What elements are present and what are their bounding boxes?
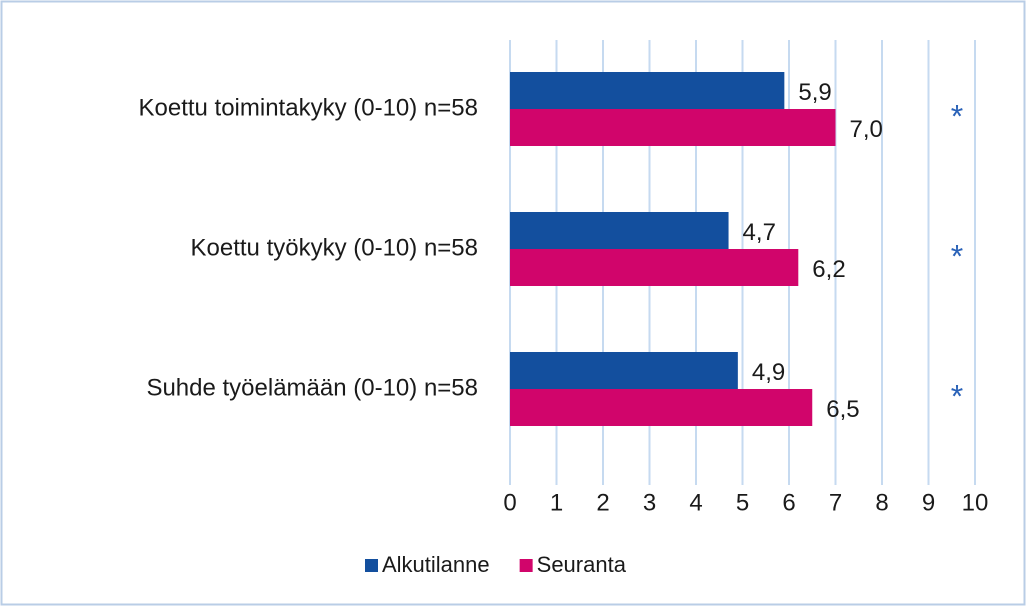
annotation: * (951, 238, 963, 274)
value-label: 7,0 (850, 116, 883, 143)
x-tick-label: 5 (736, 489, 749, 516)
legend-label: Seuranta (537, 552, 627, 577)
category-label: Suhde työelämään (0-10) n=58 (146, 374, 478, 401)
value-label: 4,7 (743, 219, 776, 246)
legend-swatch (365, 559, 378, 572)
x-tick-label: 7 (829, 489, 842, 516)
x-tick-label: 9 (922, 489, 935, 516)
bar (510, 212, 729, 249)
x-tick-label: 10 (962, 489, 989, 516)
x-tick-label: 3 (643, 489, 656, 516)
x-tick-label: 1 (550, 489, 563, 516)
value-label: 6,5 (826, 396, 859, 423)
legend-swatch (519, 559, 533, 572)
value-label: 6,2 (812, 256, 845, 283)
annotation: * (951, 98, 963, 134)
x-tick-label: 6 (782, 489, 795, 516)
legend-label: Alkutilanne (382, 552, 490, 577)
x-tick-label: 2 (596, 489, 609, 516)
bar (510, 249, 799, 286)
bar (510, 389, 813, 426)
value-label: 5,9 (798, 79, 831, 106)
bar (510, 72, 785, 109)
x-tick-label: 0 (503, 489, 516, 516)
annotation: * (951, 378, 963, 414)
category-label: Koettu työkyky (0-10) n=58 (191, 234, 478, 261)
bar (510, 109, 836, 146)
category-label: Koettu toimintakyky (0-10) n=58 (138, 94, 478, 121)
x-tick-label: 8 (875, 489, 888, 516)
bar (510, 352, 738, 389)
value-label: 4,9 (752, 359, 785, 386)
x-tick-label: 4 (689, 489, 702, 516)
